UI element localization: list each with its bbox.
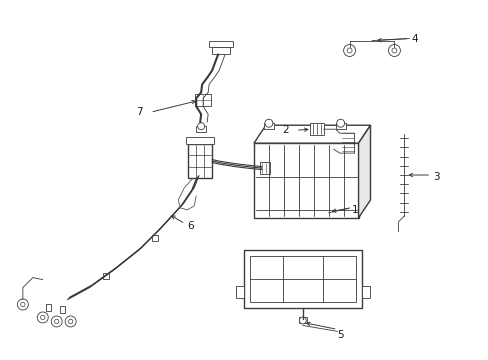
Bar [196, 126, 206, 132]
Bar [152, 235, 158, 241]
Circle shape [264, 119, 272, 127]
Circle shape [299, 317, 305, 324]
Bar [212, 46, 229, 54]
Bar [46, 304, 51, 311]
Bar [209, 41, 233, 46]
Circle shape [55, 319, 59, 324]
Bar [298, 318, 306, 323]
Circle shape [18, 299, 28, 310]
Circle shape [346, 48, 351, 53]
Text: 5: 5 [337, 330, 344, 341]
Circle shape [41, 315, 45, 320]
Bar [309, 123, 323, 135]
Bar [253, 143, 358, 218]
Polygon shape [358, 125, 370, 218]
Circle shape [343, 45, 355, 57]
Bar [60, 306, 65, 313]
Bar [102, 273, 108, 279]
Circle shape [65, 316, 76, 327]
Circle shape [51, 316, 62, 327]
Bar [244, 250, 361, 307]
Circle shape [387, 45, 400, 57]
Bar [361, 285, 369, 298]
Text: 7: 7 [136, 107, 143, 117]
Circle shape [37, 312, 48, 323]
Circle shape [197, 123, 204, 130]
Bar [260, 162, 269, 174]
Text: 4: 4 [410, 33, 417, 44]
Bar [335, 123, 345, 129]
Circle shape [68, 319, 73, 324]
Text: 6: 6 [187, 221, 193, 231]
Bar [264, 123, 273, 129]
Bar [236, 285, 244, 298]
Bar [188, 144, 212, 178]
Polygon shape [253, 125, 370, 143]
Text: 2: 2 [281, 125, 288, 135]
Bar [195, 94, 211, 106]
Text: 1: 1 [351, 205, 358, 215]
Circle shape [391, 48, 396, 53]
Bar [186, 137, 214, 144]
Bar [249, 256, 355, 302]
Circle shape [20, 302, 25, 307]
Circle shape [336, 119, 344, 127]
Text: 3: 3 [432, 172, 439, 182]
